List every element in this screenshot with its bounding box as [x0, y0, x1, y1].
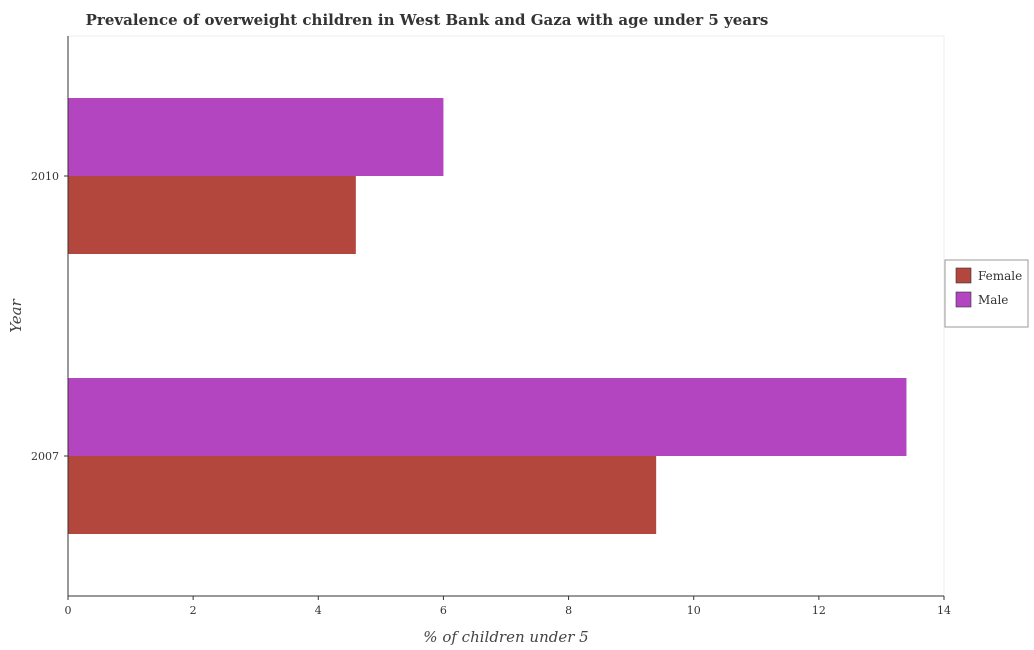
legend-swatch-female: [955, 267, 972, 284]
y-tick-label: 2010: [31, 170, 59, 183]
bar-female-2010: [68, 176, 356, 254]
y-tick-label: 2007: [31, 450, 59, 463]
x-tick-label: 14: [937, 604, 951, 617]
x-tick-label: 8: [565, 604, 572, 617]
legend-label-male: Male: [978, 293, 1008, 307]
x-tick-label: 0: [65, 604, 72, 617]
legend: Female Male: [944, 259, 1029, 328]
bar-male-2007: [68, 378, 907, 456]
x-tick-label: 4: [315, 604, 322, 617]
x-tick-label: 12: [812, 604, 826, 617]
y-axis-title: Year: [7, 298, 25, 332]
x-axis-title: % of children under 5: [423, 628, 588, 646]
legend-swatch-male: [955, 291, 972, 308]
x-tick-label: 6: [440, 604, 447, 617]
chart-title: Prevalence of overweight children in Wes…: [86, 11, 769, 29]
x-tick-label: 10: [687, 604, 701, 617]
bar-male-2010: [68, 98, 444, 176]
bar-female-2007: [68, 456, 657, 534]
legend-label-female: Female: [978, 269, 1022, 283]
x-tick-label: 2: [190, 604, 197, 617]
